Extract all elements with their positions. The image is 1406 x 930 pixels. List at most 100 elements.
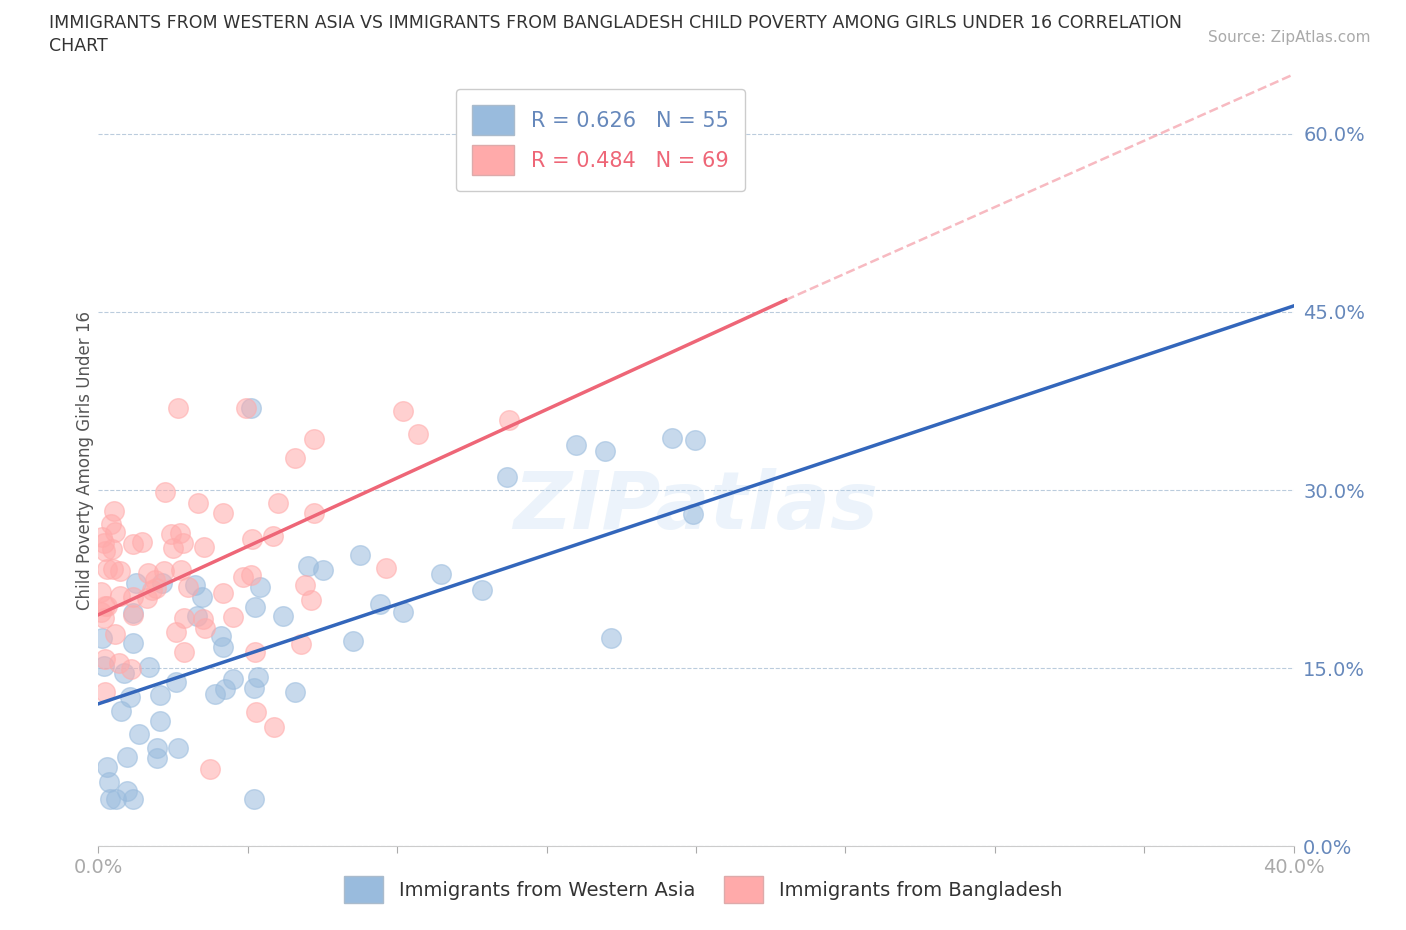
Point (110, 564, 132, 578)
Point (284, 451, 307, 466)
Point (191, 590, 214, 604)
Point (122, 605, 145, 620)
Point (683, 433, 706, 448)
Point (212, 506, 235, 521)
Point (297, 559, 319, 574)
Point (100, 516, 122, 531)
Point (198, 761, 221, 776)
Point (149, 713, 172, 728)
Point (146, 740, 169, 755)
Point (136, 591, 159, 605)
Point (240, 400, 263, 415)
Point (112, 666, 135, 681)
Point (94, 543, 117, 558)
Point (93, 652, 115, 667)
Point (146, 751, 169, 765)
Point (122, 589, 145, 604)
Point (117, 750, 139, 764)
Point (108, 589, 131, 604)
Point (391, 404, 413, 418)
Point (166, 401, 188, 416)
Point (173, 611, 195, 626)
Point (108, 655, 131, 670)
Point (138, 660, 160, 675)
Point (128, 727, 150, 742)
Point (267, 495, 290, 510)
Point (155, 485, 177, 499)
Point (498, 413, 520, 428)
Point (94, 684, 117, 699)
Point (152, 563, 174, 578)
Point (93, 658, 115, 673)
Point (121, 536, 143, 551)
Point (186, 608, 208, 623)
Point (122, 636, 145, 651)
Point (94, 598, 117, 613)
Point (172, 536, 194, 551)
Point (136, 565, 159, 580)
Text: ZIPatlas: ZIPatlas (513, 468, 879, 546)
Point (90, 604, 112, 619)
Point (93, 611, 115, 626)
Point (90, 585, 112, 600)
Point (242, 791, 264, 806)
Point (170, 563, 193, 578)
Point (600, 631, 623, 645)
Y-axis label: Child Poverty Among Girls Under 16: Child Poverty Among Girls Under 16 (76, 311, 94, 610)
Point (96, 760, 118, 775)
Point (349, 548, 371, 563)
Point (103, 504, 125, 519)
Point (214, 682, 236, 697)
Point (165, 624, 187, 639)
Point (239, 568, 262, 583)
Point (98, 791, 121, 806)
Point (243, 600, 266, 615)
Point (299, 592, 322, 607)
Point (593, 444, 616, 458)
Point (141, 582, 163, 597)
Point (290, 637, 312, 652)
Point (682, 507, 704, 522)
Point (169, 525, 191, 540)
Point (131, 535, 153, 550)
Point (273, 609, 295, 624)
Legend: R = 0.626   N = 55, R = 0.484   N = 69: R = 0.626 N = 55, R = 0.484 N = 69 (456, 88, 745, 192)
Point (103, 525, 125, 539)
Point (193, 539, 215, 554)
Point (212, 640, 235, 655)
Point (91, 631, 114, 645)
Point (165, 674, 187, 689)
Point (342, 633, 364, 648)
Point (143, 572, 166, 587)
Point (184, 578, 207, 592)
Point (374, 560, 396, 575)
Point (304, 432, 326, 446)
Point (243, 681, 266, 696)
Point (173, 644, 195, 659)
Point (249, 579, 271, 594)
Point (661, 431, 683, 445)
Point (145, 580, 167, 595)
Point (91, 529, 114, 544)
Point (120, 661, 142, 676)
Point (311, 562, 333, 577)
Point (263, 719, 285, 734)
Point (430, 566, 453, 581)
Text: IMMIGRANTS FROM WESTERN ASIA VS IMMIGRANTS FROM BANGLADESH CHILD POVERTY AMONG G: IMMIGRANTS FROM WESTERN ASIA VS IMMIGRAN… (49, 14, 1182, 32)
Point (104, 626, 127, 641)
Point (565, 437, 588, 452)
Point (97, 774, 120, 789)
Point (104, 791, 127, 806)
Legend: Immigrants from Western Asia, Immigrants from Bangladesh: Immigrants from Western Asia, Immigrants… (336, 868, 1070, 911)
Point (101, 542, 124, 557)
Point (121, 607, 143, 622)
Point (496, 470, 519, 485)
Point (96, 598, 118, 613)
Point (245, 704, 267, 719)
Point (191, 612, 214, 627)
Point (125, 576, 148, 591)
Text: CHART: CHART (49, 37, 108, 55)
Point (235, 401, 257, 416)
Point (240, 531, 263, 546)
Point (162, 540, 184, 555)
